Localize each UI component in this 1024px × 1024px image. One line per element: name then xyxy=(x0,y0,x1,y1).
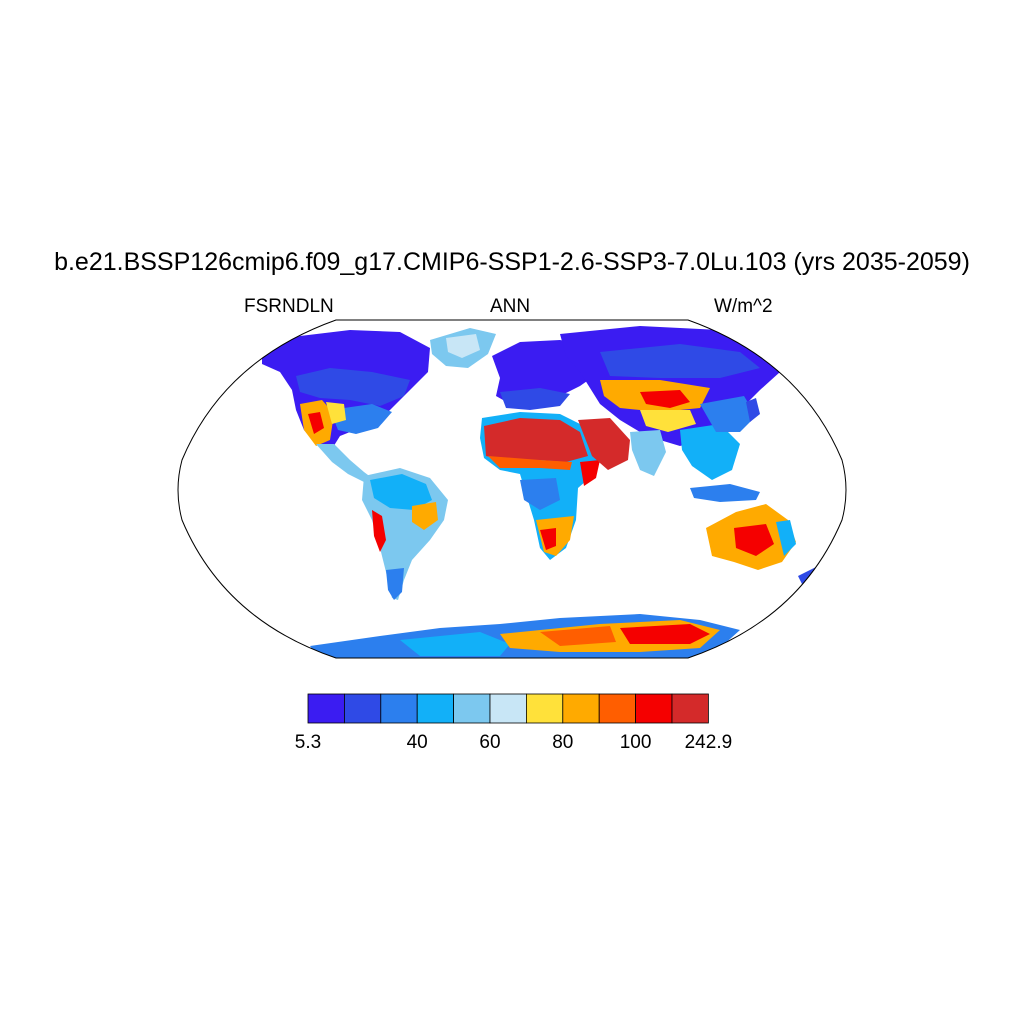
colorbar-tick-label: 40 xyxy=(406,732,428,753)
colorbar-swatch xyxy=(380,693,418,724)
plot-title: b.e21.BSSP126cmip6.f09_g17.CMIP6-SSP1-2.… xyxy=(54,248,970,276)
season-label: ANN xyxy=(490,296,531,317)
land-siberia xyxy=(600,344,760,378)
colorbar-swatch xyxy=(562,693,600,724)
land-australia-core xyxy=(734,524,774,556)
colorbar-tick-label: 60 xyxy=(479,732,501,753)
land-europe-south xyxy=(500,388,570,410)
land-antarctica-core xyxy=(620,624,710,644)
colorbar-swatch xyxy=(343,693,382,724)
land-east-asia xyxy=(700,396,756,432)
land-horn-africa xyxy=(580,460,600,486)
map-panel xyxy=(177,319,847,659)
colorbar-tick-label: 100 xyxy=(619,732,652,753)
land-japan xyxy=(746,398,760,422)
land-congo xyxy=(520,478,560,510)
land-mexico xyxy=(316,444,372,482)
land-central-plains xyxy=(326,402,346,424)
colorbar-tick-label: 80 xyxy=(552,732,574,753)
land-india xyxy=(630,430,666,476)
land-us-southwest-core xyxy=(308,412,324,434)
land-tibet xyxy=(640,410,696,432)
colorbar-tick-label: 5.3 xyxy=(294,732,322,753)
colorbar-swatch xyxy=(526,693,564,724)
land-greenland-core xyxy=(446,334,480,358)
land-kalahari xyxy=(540,528,556,550)
land-antarctica-west xyxy=(400,632,510,656)
colorbar-tick-label: 242.9 xyxy=(684,732,733,753)
colorbar-swatch xyxy=(635,693,673,724)
land-patagonia xyxy=(386,568,404,600)
colorbar-swatch xyxy=(598,693,637,724)
colorbar-swatch xyxy=(416,693,455,724)
land-sahel xyxy=(488,456,572,470)
variable-label: FSRNDLN xyxy=(244,296,334,317)
colorbar-swatch xyxy=(489,693,527,724)
land-antarctica-rim xyxy=(540,626,616,646)
land-sahara xyxy=(484,418,588,462)
land-arabia xyxy=(578,418,630,470)
land-gobi xyxy=(640,390,690,408)
colorbar-swatch xyxy=(307,693,345,724)
land-layer xyxy=(262,326,820,658)
land-amazon xyxy=(370,474,432,510)
map-outline xyxy=(177,319,847,659)
units-label: W/m^2 xyxy=(714,296,773,317)
land-brazil-east xyxy=(412,502,438,530)
colorbar-swatch xyxy=(671,693,709,724)
colorbar xyxy=(307,693,709,724)
land-southeast-asia xyxy=(680,424,740,480)
land-australia-east xyxy=(776,520,796,556)
land-andes-west xyxy=(372,510,386,552)
land-indonesia xyxy=(690,484,760,502)
land-north-america-canada xyxy=(296,368,410,406)
colorbar-swatch xyxy=(453,693,491,724)
land-north-america-east xyxy=(330,404,392,434)
